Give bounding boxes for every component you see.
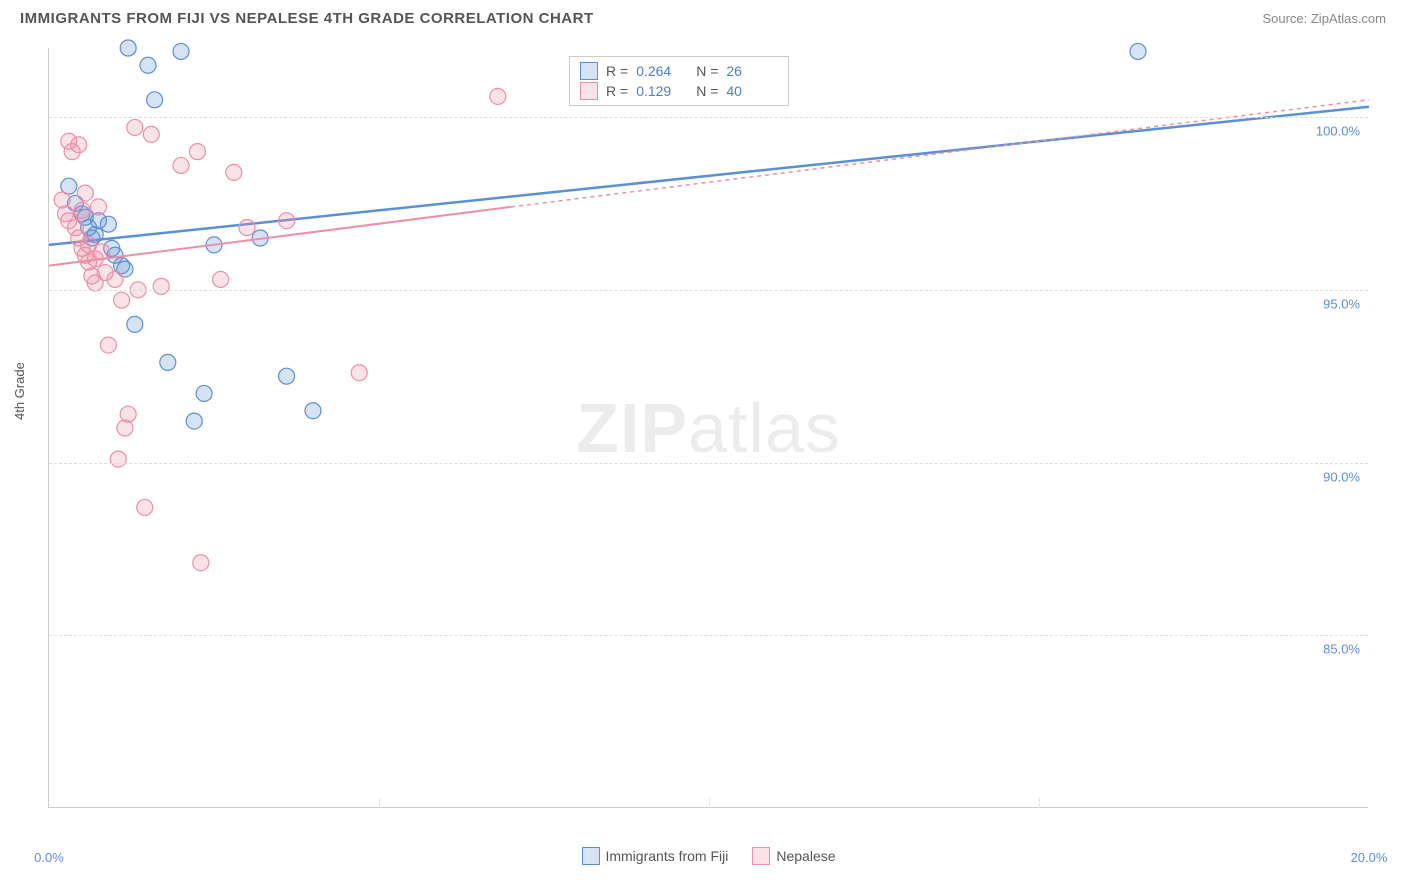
gridline-h bbox=[49, 117, 1368, 118]
scatter-point bbox=[153, 278, 169, 294]
scatter-point bbox=[147, 92, 163, 108]
scatter-point bbox=[77, 185, 93, 201]
scatter-point bbox=[110, 451, 126, 467]
scatter-point bbox=[137, 499, 153, 515]
scatter-point bbox=[490, 88, 506, 104]
stats-row-nepalese: R = 0.129 N = 40 bbox=[580, 81, 778, 101]
gridline-h bbox=[49, 290, 1368, 291]
scatter-point bbox=[173, 43, 189, 59]
scatter-point bbox=[213, 271, 229, 287]
scatter-point bbox=[107, 271, 123, 287]
gridline-v bbox=[709, 798, 710, 808]
gridline-v bbox=[1039, 798, 1040, 808]
chart-title: IMMIGRANTS FROM FIJI VS NEPALESE 4TH GRA… bbox=[20, 10, 594, 27]
gridline-v bbox=[379, 798, 380, 808]
scatter-point bbox=[71, 137, 87, 153]
scatter-point bbox=[190, 144, 206, 160]
scatter-point bbox=[74, 202, 90, 218]
scatter-point bbox=[127, 119, 143, 135]
stats-row-fiji: R = 0.264 N = 26 bbox=[580, 61, 778, 81]
scatter-point bbox=[305, 403, 321, 419]
source-label: Source: ZipAtlas.com bbox=[1262, 11, 1386, 26]
legend-item-nepalese: Nepalese bbox=[752, 847, 835, 865]
swatch-nepalese bbox=[580, 82, 598, 100]
scatter-point bbox=[193, 555, 209, 571]
trend-line-extended bbox=[511, 100, 1369, 207]
scatter-point bbox=[100, 216, 116, 232]
stats-legend-box: R = 0.264 N = 26 R = 0.129 N = 40 bbox=[569, 56, 789, 106]
scatter-point bbox=[351, 365, 367, 381]
chart-plot-area: ZIPatlas R = 0.264 N = 26 R = 0.129 N = … bbox=[48, 48, 1368, 808]
scatter-point bbox=[120, 40, 136, 56]
bottom-legend: Immigrants from Fiji Nepalese bbox=[581, 847, 835, 865]
scatter-point bbox=[91, 199, 107, 215]
ytick-label: 95.0% bbox=[1323, 296, 1360, 311]
scatter-point bbox=[114, 292, 130, 308]
gridline-h bbox=[49, 635, 1368, 636]
xtick-label: 20.0% bbox=[1351, 850, 1388, 865]
legend-item-fiji: Immigrants from Fiji bbox=[581, 847, 728, 865]
scatter-point bbox=[120, 406, 136, 422]
scatter-point bbox=[239, 220, 255, 236]
scatter-point bbox=[140, 57, 156, 73]
scatter-point bbox=[127, 316, 143, 332]
scatter-point bbox=[160, 354, 176, 370]
scatter-plot-svg bbox=[49, 48, 1368, 807]
swatch-fiji bbox=[580, 62, 598, 80]
scatter-point bbox=[186, 413, 202, 429]
ytick-label: 85.0% bbox=[1323, 642, 1360, 657]
xtick-label: 0.0% bbox=[34, 850, 64, 865]
swatch-fiji-icon bbox=[581, 847, 599, 865]
y-axis-label: 4th Grade bbox=[12, 362, 27, 420]
scatter-point bbox=[279, 213, 295, 229]
scatter-point bbox=[143, 126, 159, 142]
scatter-point bbox=[196, 385, 212, 401]
gridline-h bbox=[49, 463, 1368, 464]
ytick-label: 90.0% bbox=[1323, 469, 1360, 484]
scatter-point bbox=[226, 164, 242, 180]
scatter-point bbox=[173, 157, 189, 173]
scatter-point bbox=[100, 337, 116, 353]
ytick-label: 100.0% bbox=[1316, 124, 1360, 139]
header: IMMIGRANTS FROM FIJI VS NEPALESE 4TH GRA… bbox=[0, 0, 1406, 31]
swatch-nepalese-icon bbox=[752, 847, 770, 865]
scatter-point bbox=[1130, 43, 1146, 59]
scatter-point bbox=[279, 368, 295, 384]
